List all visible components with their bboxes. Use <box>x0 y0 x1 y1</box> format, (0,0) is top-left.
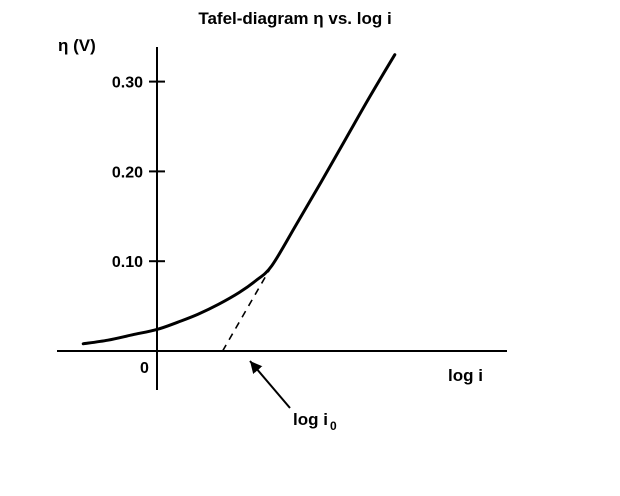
annotation-label-main: log i <box>293 410 328 429</box>
chart-title: Tafel-diagram η vs. log i <box>198 9 391 28</box>
annotation-arrow <box>249 360 291 409</box>
y-tick-label-1: 0.20 <box>112 164 143 181</box>
y-tick-label-0: 0.10 <box>112 254 143 271</box>
tafel-curve <box>81 53 397 346</box>
tafel-extrapolation-line <box>221 265 273 352</box>
y-ticks: 0.10 0.20 0.30 <box>112 75 165 271</box>
y-axis-label: η (V) <box>58 36 96 55</box>
x-axis-label: log i <box>448 366 483 385</box>
y-tick-label-2: 0.30 <box>112 75 143 92</box>
annotation-label-subscript: 0 <box>330 419 337 433</box>
x-tick-label-0: 0 <box>140 360 149 377</box>
